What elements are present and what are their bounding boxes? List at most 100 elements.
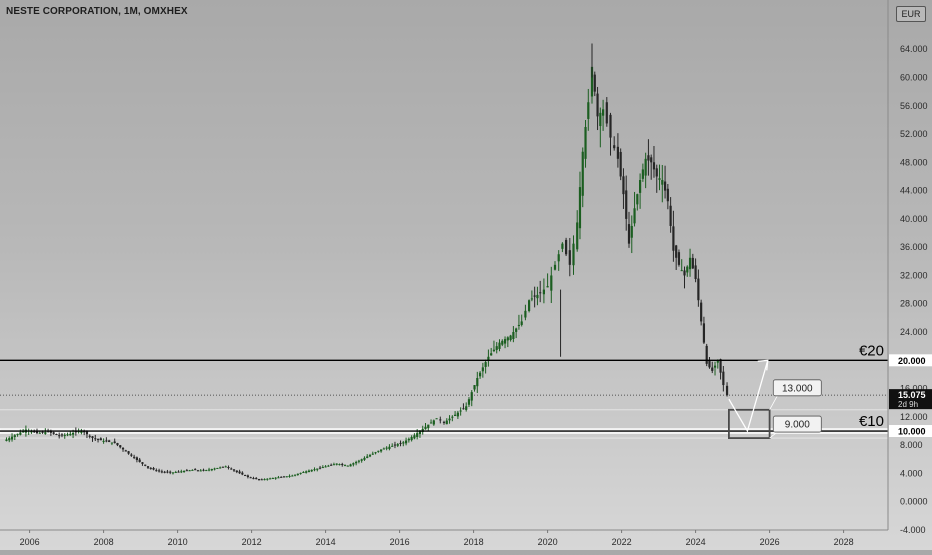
- candle: [205, 469, 208, 472]
- candle: [512, 326, 515, 343]
- candle: [565, 237, 568, 257]
- candle-body: [158, 470, 161, 472]
- candle-body: [669, 205, 672, 226]
- candle-body: [230, 468, 233, 470]
- candle: [382, 447, 385, 450]
- candle-body: [509, 335, 512, 341]
- candle-body: [49, 431, 52, 433]
- candle-body: [702, 323, 706, 343]
- candle-body: [252, 478, 255, 480]
- candle: [413, 433, 416, 440]
- candle-body: [636, 194, 639, 205]
- candle-body: [316, 468, 319, 470]
- candle-body: [380, 449, 383, 452]
- candle-body: [5, 439, 8, 441]
- candle-body: [207, 469, 211, 471]
- candle: [622, 168, 625, 209]
- candle-body: [599, 112, 602, 127]
- candle: [694, 258, 697, 283]
- candle-body: [224, 466, 227, 468]
- candle-body: [418, 431, 422, 435]
- candle: [121, 447, 125, 452]
- candle: [291, 474, 294, 477]
- y-tick-label: 52.000: [900, 129, 928, 139]
- candle-body: [8, 438, 11, 441]
- symbol-title: NESTE CORPORATION, 1M, OMXHEX: [6, 6, 188, 17]
- candle-body: [58, 435, 61, 437]
- candle: [158, 468, 161, 473]
- candle: [509, 334, 512, 342]
- y-tick-label: 48.000: [900, 157, 928, 167]
- candle: [619, 148, 622, 181]
- candle: [465, 402, 468, 412]
- currency-button[interactable]: EUR: [896, 6, 926, 22]
- price-axis[interactable]: -4.000 0.0000 4.000 8.000 12.000 16.000 20.000…: [887, 0, 932, 535]
- candle: [448, 415, 451, 424]
- candle: [349, 463, 352, 467]
- candle-body: [661, 180, 664, 185]
- candle: [445, 418, 448, 425]
- candle-body: [490, 353, 493, 356]
- candle-body: [271, 478, 274, 480]
- candle-body: [371, 453, 374, 455]
- candle: [368, 453, 372, 458]
- candle: [224, 465, 227, 468]
- candle-body: [675, 245, 678, 258]
- candle: [672, 210, 675, 262]
- candle-body: [246, 475, 249, 477]
- candle: [169, 470, 172, 475]
- candle: [196, 469, 200, 472]
- candle-body: [602, 109, 605, 116]
- candle: [404, 437, 408, 446]
- candle-body: [697, 278, 700, 301]
- candle: [255, 477, 258, 480]
- candle-body: [116, 443, 119, 446]
- candle: [355, 460, 358, 466]
- x-tick-label: 2016: [390, 537, 410, 547]
- candle: [686, 265, 689, 277]
- candle-body: [413, 435, 416, 439]
- candle-body: [60, 434, 64, 436]
- candle-body: [719, 359, 722, 373]
- candle: [318, 465, 322, 470]
- candle: [708, 357, 711, 369]
- candle-body: [688, 257, 692, 270]
- candle: [407, 437, 410, 443]
- candle-body: [641, 169, 644, 179]
- candle: [584, 120, 587, 168]
- candle-body: [639, 180, 642, 193]
- candle-body: [572, 243, 575, 266]
- level-annotation: €20: [859, 342, 884, 359]
- candle: [213, 467, 216, 471]
- candle-body: [512, 332, 515, 340]
- candle-body: [19, 432, 22, 435]
- candle-body: [44, 432, 47, 434]
- candle: [454, 411, 457, 417]
- candle: [146, 466, 150, 470]
- candle: [52, 431, 55, 435]
- candle-body: [374, 452, 377, 454]
- candle: [257, 478, 261, 481]
- candle: [38, 431, 41, 434]
- candle: [478, 371, 482, 379]
- candle: [152, 466, 155, 471]
- candle: [627, 211, 631, 248]
- y-tick-label: 56.000: [900, 101, 928, 111]
- candle: [697, 269, 700, 307]
- candle-body: [627, 224, 631, 244]
- candle-body: [630, 225, 633, 238]
- candle: [641, 163, 644, 182]
- time-axis[interactable]: 2006 2008 2010 2012 2014 2016 2018 2020 2022 2024…: [0, 529, 888, 547]
- candle-body: [343, 465, 347, 467]
- candle: [380, 449, 383, 453]
- candle: [360, 458, 363, 463]
- candle: [271, 477, 274, 480]
- candle: [235, 470, 238, 474]
- candle: [305, 470, 308, 474]
- candle-body: [155, 470, 158, 472]
- candle: [702, 316, 706, 344]
- candle-body: [590, 66, 594, 97]
- candle-body: [557, 254, 560, 262]
